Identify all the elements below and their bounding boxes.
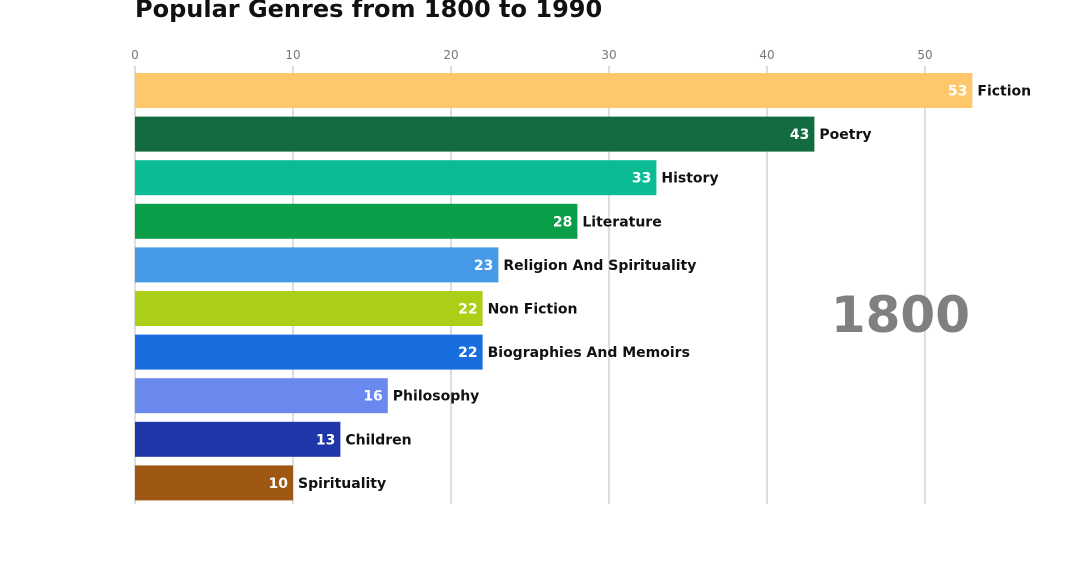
bar-category-label: Non Fiction (488, 302, 578, 318)
bar-category-label: Literature (582, 214, 661, 230)
x-tick-label: 30 (601, 48, 616, 62)
bar-category-label: Philosophy (393, 389, 480, 405)
bar-value-label: 28 (553, 214, 572, 230)
bar-value-label: 53 (948, 84, 967, 100)
bar-value-label: 13 (316, 432, 335, 448)
bar-category-label: Fiction (977, 84, 1031, 100)
bar (135, 465, 293, 501)
bar (135, 378, 388, 414)
bar-category-label: Religion And Spirituality (503, 258, 696, 274)
bar (135, 203, 578, 239)
bar-category-label: Children (345, 432, 411, 448)
bar (135, 73, 973, 108)
bar-value-label: 22 (458, 345, 477, 361)
x-tick-label: 10 (285, 48, 300, 62)
bars: 53 Fiction 43 Poetry 33 History 28 Literature 23… (135, 73, 1031, 501)
bar (135, 160, 657, 196)
bar (135, 421, 341, 457)
bar-category-label: Poetry (819, 127, 871, 143)
bar (135, 116, 815, 152)
bar-category-label: Spirituality (298, 476, 386, 492)
bar-value-label: 23 (474, 258, 493, 274)
bar-category-label: History (661, 171, 718, 187)
chart-title: Popular Genres from 1800 to 1990 (135, 0, 602, 23)
x-tick-label: 20 (443, 48, 458, 62)
bar (135, 247, 499, 283)
bar (135, 291, 483, 326)
year-label: 1800 (831, 286, 970, 344)
bar-category-label: Biographies And Memoirs (488, 345, 690, 361)
bar-value-label: 33 (632, 171, 651, 187)
x-axis-ticks: 0 10 20 30 40 50 (131, 48, 932, 62)
x-tick-label: 50 (917, 48, 932, 62)
bar (135, 334, 483, 370)
bar-value-label: 16 (363, 389, 382, 405)
bar-value-label: 10 (269, 476, 289, 492)
x-tick-label: 40 (759, 48, 774, 62)
bar-value-label: 43 (790, 127, 809, 143)
bar-value-label: 22 (458, 302, 477, 318)
x-tick-label: 0 (131, 48, 139, 62)
